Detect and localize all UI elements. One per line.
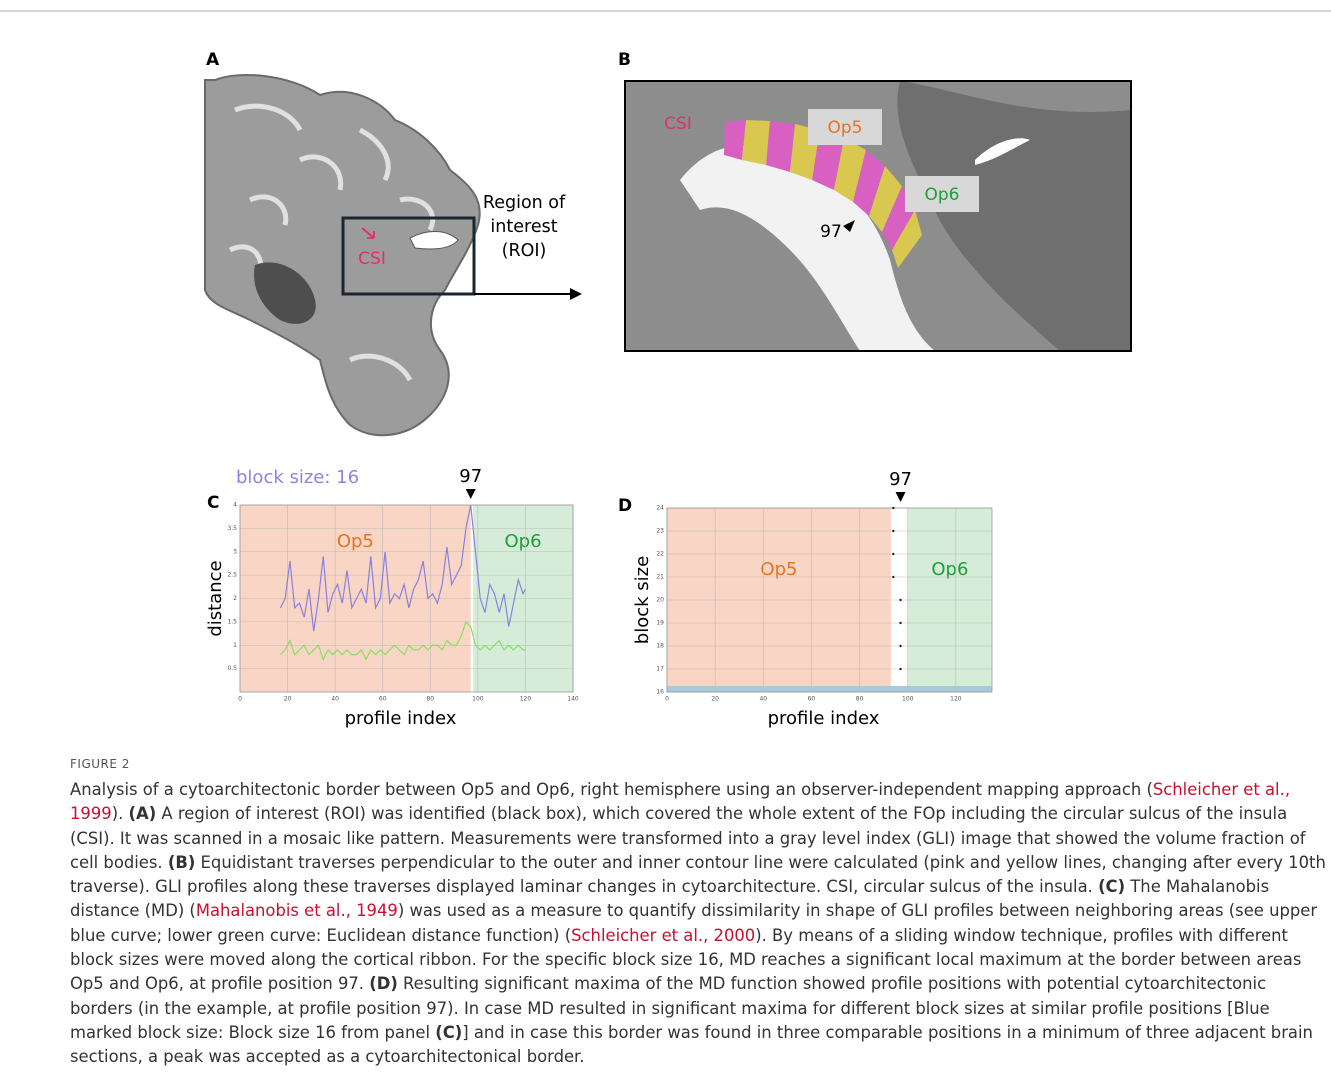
y-tick-label: 18 (656, 643, 664, 650)
x-tick-label: 100 (472, 696, 484, 703)
x-tick-label: 80 (856, 696, 864, 703)
caption-text: (C) (435, 1023, 462, 1042)
panel-label: D (618, 496, 632, 516)
region-label: Op6 (505, 531, 542, 552)
annotation-label: 97 (459, 466, 482, 487)
roi-label: Region of (483, 193, 566, 213)
y-tick-label: 2 (233, 595, 237, 602)
roi-arrowhead (570, 288, 582, 300)
x-tick-label: 40 (331, 696, 339, 703)
figure-page: A CSI Region of interest (ROI) B CSI Op5… (0, 0, 1331, 1079)
x-axis-label: profile index (345, 708, 457, 729)
x-tick-label: 120 (950, 696, 962, 703)
position-label: 97 (820, 222, 842, 242)
figure-caption: Analysis of a cytoarchitectonic border b… (70, 778, 1331, 1070)
citation-link[interactable]: Schleicher et al., 2000 (571, 926, 755, 945)
panel-label: C (207, 493, 219, 513)
x-tick-label: 20 (711, 696, 719, 703)
x-tick-label: 60 (379, 696, 387, 703)
y-tick-label: 24 (656, 505, 664, 512)
x-axis-label: profile index (768, 708, 880, 729)
data-point (892, 576, 894, 578)
annotation-marker (466, 489, 476, 499)
caption-text: (A) (129, 804, 157, 823)
y-tick-label: 1 (233, 642, 237, 649)
region-label: Op5 (337, 531, 374, 552)
op6-label: Op6 (925, 185, 960, 205)
annotation-marker (896, 492, 906, 502)
y-axis-label: distance (205, 560, 226, 636)
caption-text: (D) (369, 974, 398, 993)
y-tick-label: 0.5 (227, 665, 237, 672)
op5-label: Op5 (828, 118, 863, 138)
y-tick-label: 3.5 (227, 525, 237, 532)
caption-text: (B) (168, 853, 195, 872)
y-tick-label: 3 (233, 548, 237, 555)
x-tick-label: 20 (284, 696, 292, 703)
y-tick-label: 22 (656, 551, 664, 558)
chart-title: block size: 16 (236, 467, 359, 488)
y-tick-label: 16 (656, 689, 664, 696)
data-point (892, 530, 894, 532)
y-tick-label: 20 (656, 597, 664, 604)
roi-label: (ROI) (502, 241, 547, 261)
data-point (899, 622, 901, 624)
y-tick-label: 4 (233, 502, 237, 509)
data-point (899, 599, 901, 601)
annotation-label: 97 (889, 469, 912, 490)
x-tick-label: 60 (808, 696, 816, 703)
panel-label: A (206, 50, 220, 70)
figure-label: FIGURE 2 (70, 757, 130, 771)
csi-label: CSI (664, 114, 692, 134)
data-point (892, 553, 894, 555)
x-tick-label: 120 (520, 696, 532, 703)
roi-label: interest (490, 217, 557, 237)
y-tick-label: 21 (656, 574, 664, 581)
panel-label: B (618, 50, 631, 70)
citation-link[interactable]: Mahalanobis et al., 1949 (196, 901, 398, 920)
caption-text: ). (112, 804, 129, 823)
y-tick-label: 19 (656, 620, 664, 627)
data-point (899, 668, 901, 670)
highlight-band (667, 686, 992, 692)
figure-panels: A CSI Region of interest (ROI) B CSI Op5… (0, 0, 1331, 750)
y-tick-label: 17 (656, 666, 664, 673)
x-tick-label: 140 (567, 696, 579, 703)
x-tick-label: 0 (238, 696, 242, 703)
data-point (899, 645, 901, 647)
x-tick-label: 80 (426, 696, 434, 703)
y-tick-label: 2.5 (227, 572, 237, 579)
x-tick-label: 100 (902, 696, 914, 703)
y-tick-label: 1.5 (227, 618, 237, 625)
caption-text: (C) (1098, 877, 1125, 896)
data-point (892, 507, 894, 509)
y-tick-label: 23 (656, 528, 664, 535)
caption-text: Analysis of a cytoarchitectonic border b… (70, 780, 1153, 799)
x-tick-label: 40 (759, 696, 767, 703)
x-tick-label: 0 (665, 696, 669, 703)
csi-label: CSI (358, 249, 386, 269)
y-axis-label: block size (632, 556, 653, 644)
